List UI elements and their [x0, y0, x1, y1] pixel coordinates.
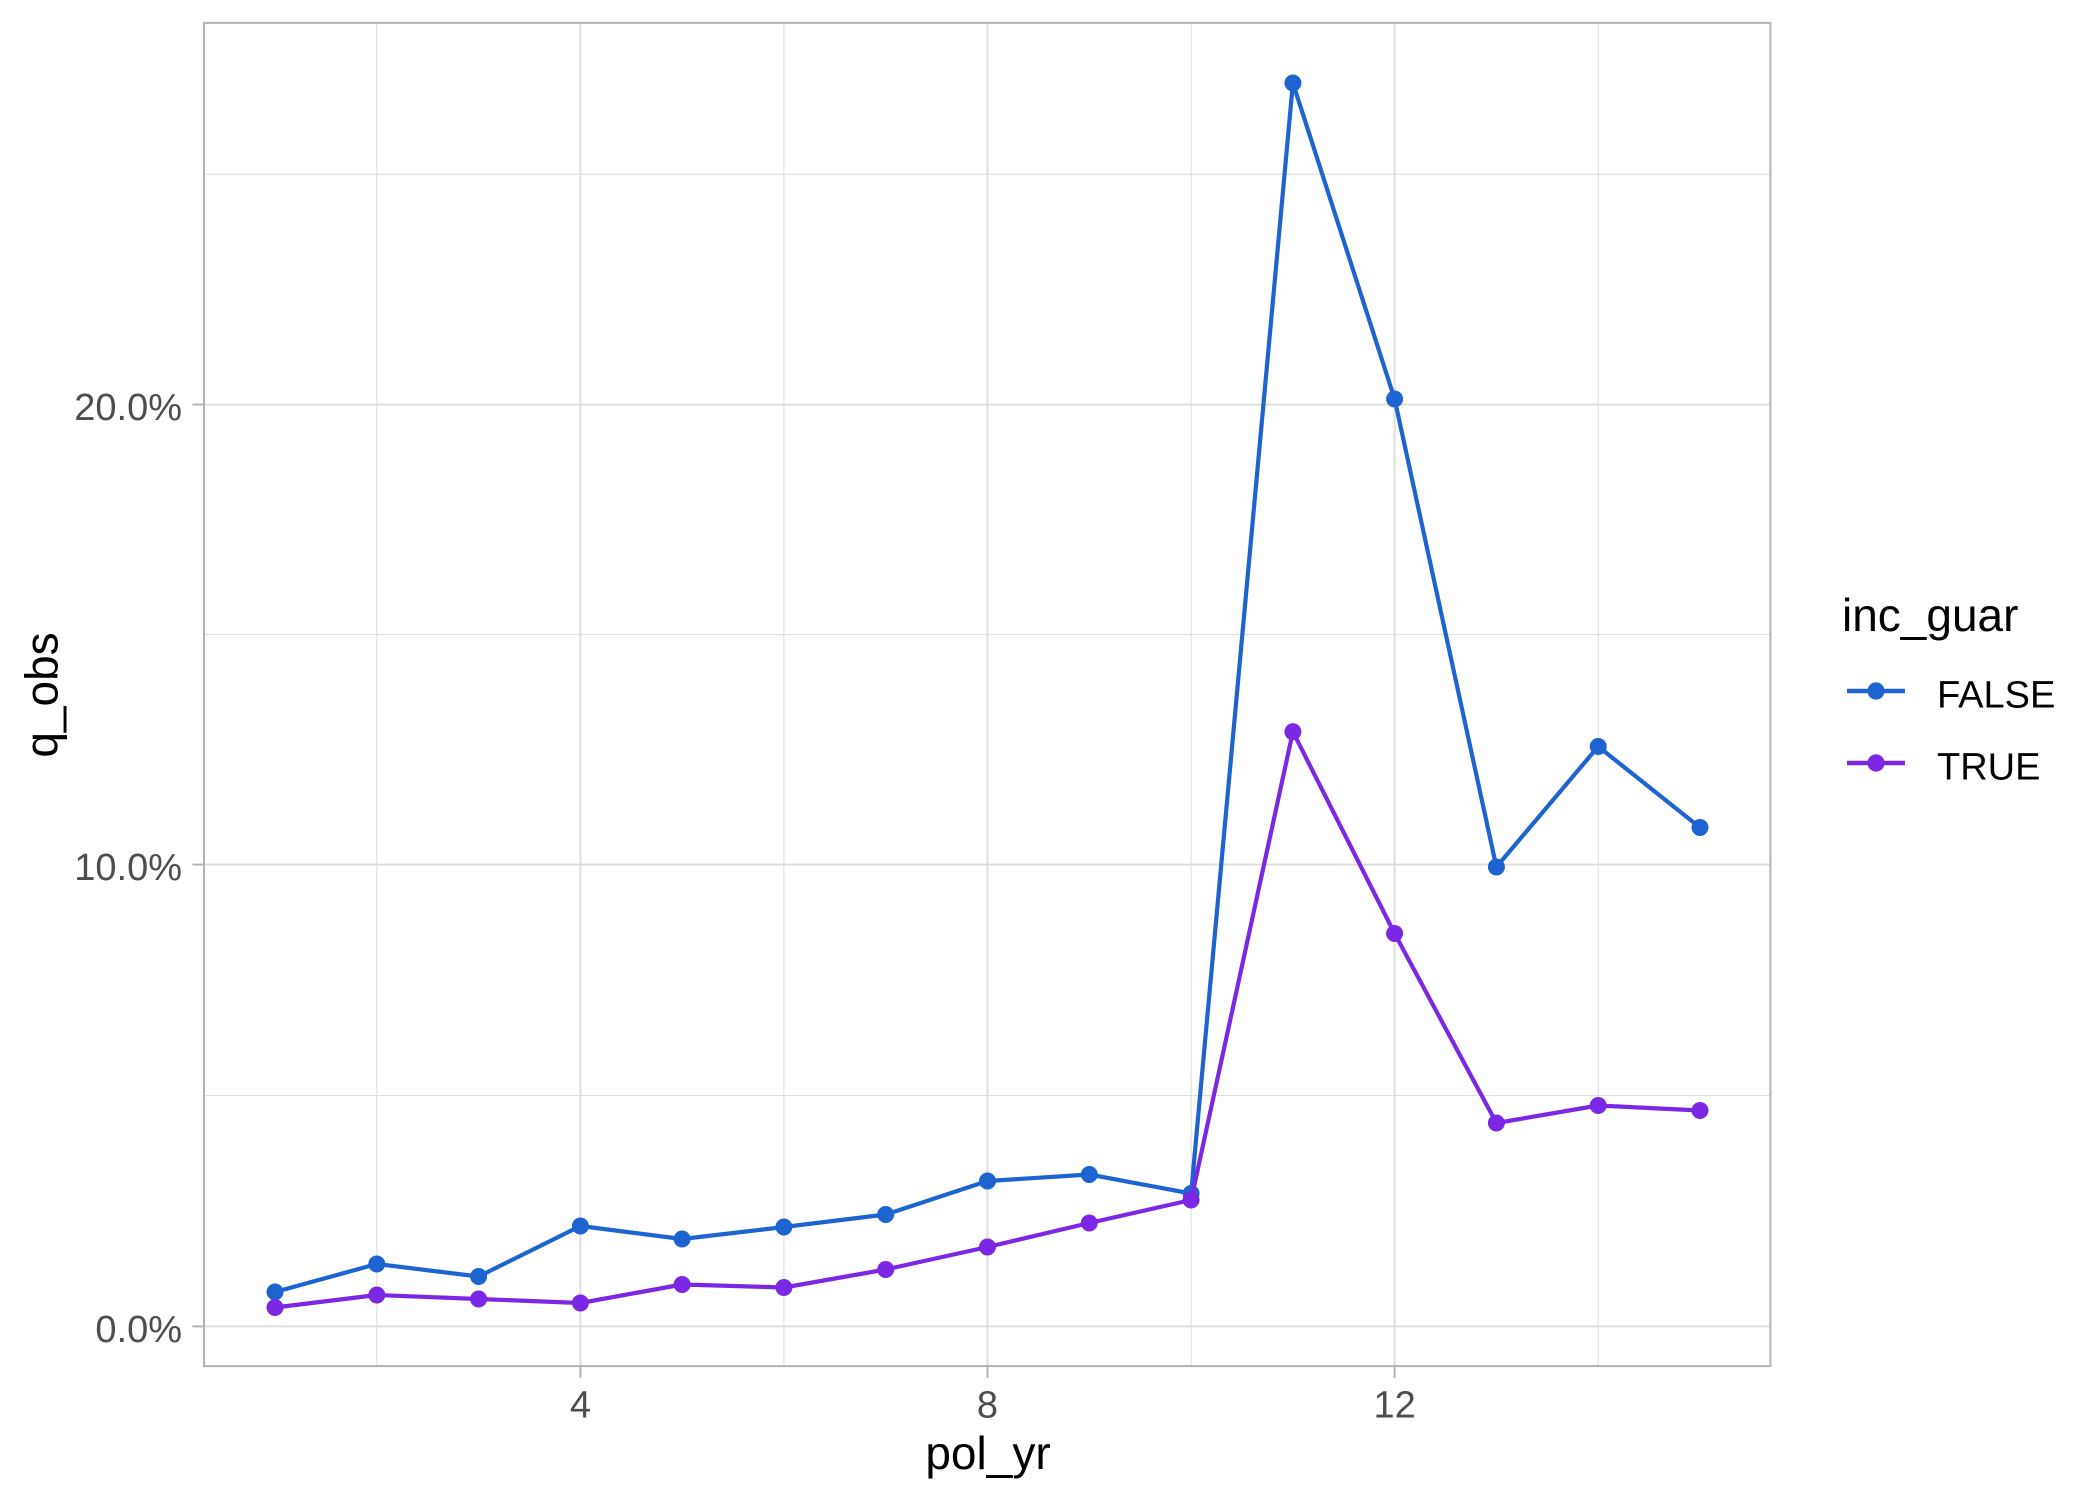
svg-text:0.0%: 0.0%	[95, 1309, 182, 1351]
svg-text:pol_yr: pol_yr	[925, 1427, 1050, 1479]
svg-text:TRUE: TRUE	[1937, 747, 2040, 789]
svg-text:12: 12	[1373, 1385, 1415, 1427]
svg-text:inc_guar: inc_guar	[1842, 589, 2018, 641]
svg-text:4: 4	[570, 1385, 591, 1427]
svg-text:10.0%: 10.0%	[74, 847, 182, 889]
svg-text:20.0%: 20.0%	[74, 387, 182, 429]
svg-text:8: 8	[977, 1385, 998, 1427]
svg-text:q_obs: q_obs	[16, 632, 68, 757]
svg-text:FALSE: FALSE	[1937, 675, 2055, 717]
